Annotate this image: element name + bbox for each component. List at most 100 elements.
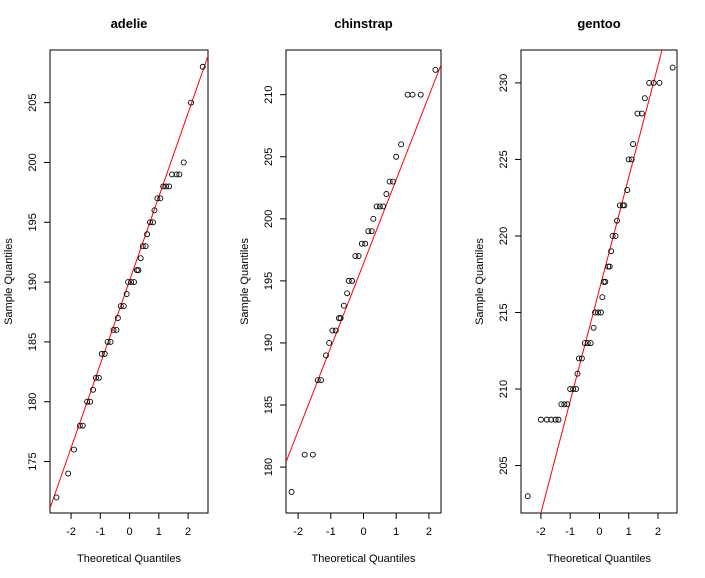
point bbox=[107, 338, 114, 345]
point bbox=[612, 233, 619, 239]
point bbox=[142, 243, 149, 250]
point bbox=[576, 355, 582, 362]
point bbox=[630, 141, 637, 148]
y-tick-label: 210 bbox=[498, 380, 510, 398]
x-tick-label: 2 bbox=[426, 526, 432, 538]
x-tick-label: -2 bbox=[536, 526, 546, 538]
y-tick-label: 180 bbox=[263, 458, 275, 476]
point bbox=[151, 207, 158, 214]
y-tick-label: 220 bbox=[498, 227, 510, 245]
point bbox=[318, 377, 324, 384]
point bbox=[173, 171, 180, 178]
point bbox=[650, 79, 657, 86]
point bbox=[393, 153, 400, 160]
point bbox=[344, 290, 351, 297]
point bbox=[599, 294, 606, 301]
point bbox=[370, 215, 377, 222]
point bbox=[409, 91, 416, 98]
point bbox=[537, 416, 544, 423]
point bbox=[621, 202, 628, 209]
point bbox=[144, 231, 151, 238]
x-axis-label: Theoretical Quantiles bbox=[547, 553, 651, 565]
y-tick-label: 195 bbox=[27, 213, 39, 231]
x-tick-label: 2 bbox=[185, 526, 191, 538]
qq-line bbox=[50, 55, 208, 509]
point bbox=[578, 355, 585, 362]
point bbox=[166, 183, 173, 190]
point bbox=[301, 451, 308, 458]
point bbox=[573, 386, 579, 392]
point bbox=[113, 327, 120, 333]
point bbox=[581, 340, 588, 347]
point bbox=[95, 374, 102, 381]
point bbox=[150, 219, 156, 226]
point bbox=[147, 219, 154, 226]
y-tick-label: 190 bbox=[27, 273, 39, 291]
panel-title: adelie bbox=[111, 16, 148, 31]
point bbox=[114, 315, 121, 321]
point bbox=[117, 303, 124, 309]
point bbox=[380, 203, 387, 210]
point bbox=[524, 493, 531, 500]
point bbox=[87, 398, 94, 405]
point bbox=[128, 279, 134, 286]
point bbox=[329, 327, 336, 334]
point bbox=[365, 228, 372, 235]
point bbox=[340, 302, 347, 309]
point bbox=[322, 352, 329, 359]
point bbox=[404, 91, 411, 98]
point bbox=[358, 240, 365, 247]
point bbox=[558, 401, 565, 408]
point bbox=[656, 79, 663, 86]
point bbox=[98, 350, 105, 357]
point bbox=[595, 309, 601, 316]
point bbox=[79, 422, 86, 429]
point bbox=[92, 374, 99, 381]
point bbox=[345, 277, 352, 284]
y-tick-label: 175 bbox=[27, 452, 39, 470]
x-axis-label: Theoretical Quantiles bbox=[312, 553, 416, 565]
point bbox=[180, 159, 187, 166]
x-axis-label: Theoretical Quantiles bbox=[77, 553, 181, 565]
y-axis-label: Sample Quantiles bbox=[3, 238, 15, 325]
point bbox=[368, 228, 375, 235]
x-tick-label: 0 bbox=[596, 526, 602, 538]
point bbox=[101, 350, 108, 357]
point bbox=[137, 255, 144, 262]
x-tick-label: -1 bbox=[565, 526, 575, 538]
point bbox=[362, 240, 369, 247]
x-tick-label: 1 bbox=[156, 526, 162, 538]
point bbox=[337, 315, 344, 322]
point bbox=[139, 243, 146, 250]
point bbox=[76, 422, 83, 429]
point bbox=[548, 416, 555, 423]
point bbox=[638, 110, 645, 117]
point bbox=[614, 217, 620, 224]
point bbox=[590, 324, 597, 331]
x-tick-label: 1 bbox=[393, 526, 399, 538]
qq-line bbox=[286, 64, 441, 463]
panel-title: chinstrap bbox=[334, 16, 393, 31]
point bbox=[634, 110, 641, 117]
point bbox=[135, 267, 142, 274]
point bbox=[597, 309, 604, 316]
point bbox=[288, 488, 295, 495]
point bbox=[574, 370, 581, 377]
y-tick-label: 185 bbox=[27, 333, 39, 351]
point bbox=[646, 79, 653, 86]
point bbox=[561, 401, 568, 408]
point bbox=[332, 327, 339, 334]
point bbox=[417, 91, 424, 98]
y-tick-label: 185 bbox=[263, 396, 275, 414]
y-tick-label: 180 bbox=[27, 393, 39, 411]
point bbox=[628, 156, 635, 163]
x-tick-label: 0 bbox=[360, 526, 366, 538]
point bbox=[65, 470, 72, 477]
point bbox=[616, 202, 623, 209]
x-tick-label: -2 bbox=[66, 526, 76, 538]
point bbox=[608, 248, 615, 255]
point bbox=[398, 141, 405, 148]
y-tick-label: 215 bbox=[498, 303, 510, 321]
point bbox=[199, 63, 206, 70]
